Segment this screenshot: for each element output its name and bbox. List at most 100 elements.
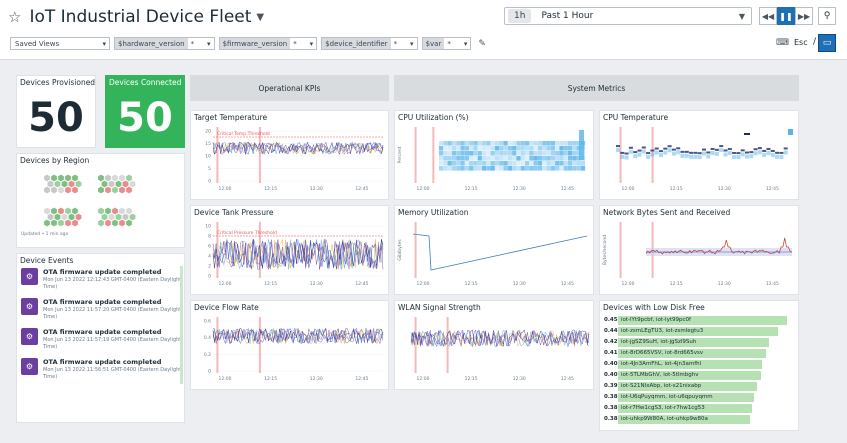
- disk-row[interactable]: 0.40 iot-4Jn3AmFhL, iot-4jn3amfhl: [604, 359, 762, 369]
- heatmap-cell: [490, 141, 495, 146]
- event-item[interactable]: ⚙ OTA firmware update completed Mon Jun …: [21, 358, 181, 388]
- region-hex: [54, 180, 61, 188]
- region-hex: [104, 174, 112, 182]
- low-disk-panel[interactable]: Devices with Low Disk Free 0.45 iot-lYt9p…: [599, 300, 799, 431]
- disk-row[interactable]: 0.38 iot-uhkp9W80A, iot-uhkp9w80a: [604, 414, 750, 424]
- chevron-down-icon[interactable]: ▼: [256, 11, 265, 23]
- dashboard-title[interactable]: IoT Industrial Device Fleet: [29, 7, 252, 27]
- heatmap-cell: [555, 156, 560, 161]
- wlan-signal-panel[interactable]: WLAN Signal Strength 12:00 12:15 12:30 12:4…: [394, 300, 594, 390]
- heatmap-cell: [473, 151, 478, 156]
- group-system-metrics[interactable]: System Metrics: [394, 75, 799, 101]
- heatmap-cell: [650, 152, 655, 157]
- heatmap-cell: [469, 141, 474, 146]
- heatmap-cell: [568, 151, 573, 156]
- heatmap-cell: [494, 146, 500, 151]
- heatmap-cell: [503, 161, 508, 166]
- region-hex: [64, 174, 72, 182]
- var-hardware-version[interactable]: $hardware_version * ▾: [114, 37, 215, 50]
- pause-button[interactable]: ❚❚: [777, 7, 795, 25]
- heatmap-cell: [719, 145, 724, 148]
- heatmap-cell: [572, 161, 577, 166]
- heatmap-cell: [676, 147, 681, 150]
- event-icon: ⚙: [21, 328, 38, 345]
- x-tick-label: 12:00: [417, 186, 430, 192]
- devices-provisioned-value: 50: [28, 94, 84, 141]
- heatmap-cell: [744, 133, 750, 135]
- x-tick-label: 12:00: [622, 281, 635, 287]
- flow-rate-panel[interactable]: Device Flow Rate 12:00 12:15 12:30 12:45 0.6…: [190, 300, 389, 390]
- pencil-icon[interactable]: ✎: [478, 38, 486, 49]
- group-operational-kpis[interactable]: Operational KPIs: [190, 75, 389, 101]
- heatmap-cell: [568, 161, 573, 166]
- heatmap-cell: [529, 141, 534, 146]
- heatmap-cell: [550, 146, 555, 151]
- heatmap-cell: [576, 141, 581, 146]
- heatmap-cell: [499, 146, 504, 151]
- tv-mode-button[interactable]: ▭: [818, 34, 836, 52]
- tank-pressure-panel[interactable]: Device Tank Pressure 12:00 12:15 12:30 12:4…: [190, 205, 389, 295]
- disk-row[interactable]: 0.41 iot-8rD665VSV, iot-8rd665vsv: [604, 348, 766, 358]
- disk-row[interactable]: 0.38 iot-r7Hw1cgS3, iot-r7hw1cg53: [604, 403, 752, 413]
- target-temperature-panel[interactable]: Target Temperature 12:00 12:15 12:30 12:45 2…: [190, 110, 389, 200]
- cpu-utilization-chart: 12:00 12:15 12:30 12:45 Percent: [397, 127, 586, 192]
- y-axis-label: Gibibytes: [397, 239, 403, 261]
- y-tick-label: 6: [208, 244, 211, 250]
- heatmap-cell: [620, 151, 625, 154]
- x-tick-label: 12:15: [264, 376, 277, 382]
- disk-row[interactable]: 0.39 iot-S21NIxAbp, iot-s21nixabp: [604, 381, 757, 391]
- devices-by-region-panel[interactable]: Devices by Region Updated • 1 min ago: [16, 153, 185, 248]
- forward-button[interactable]: ▶▶: [795, 7, 813, 25]
- event-item[interactable]: ⚙ OTA firmware update completed Mon Jun …: [21, 328, 181, 358]
- heatmap-cell: [659, 153, 663, 158]
- cpu-temperature-panel[interactable]: CPU Temperature 12:00 12:15 12:30 12:45: [599, 110, 799, 200]
- time-range-label: Past 1 Hour: [541, 11, 594, 21]
- var-var[interactable]: $var * ▾: [421, 37, 472, 50]
- event-item[interactable]: ⚙ OTA firmware update completed Mon Jun …: [21, 298, 181, 328]
- x-tick-label: 12:45: [561, 281, 574, 287]
- events-scrollbar[interactable]: [180, 266, 183, 384]
- cpu-utilization-panel[interactable]: CPU Utilization (%) 12:00 12:15 12:30 12:45…: [394, 110, 594, 200]
- heatmap-cell: [469, 161, 474, 166]
- heatmap-cell: [503, 146, 508, 151]
- star-icon[interactable]: ☆: [8, 8, 22, 26]
- search-button[interactable]: ⚲: [818, 7, 836, 25]
- heatmap-cell: [563, 166, 568, 171]
- memory-utilization-panel[interactable]: Memory Utilization 12:00 12:15 12:30 12:45 G…: [394, 205, 594, 295]
- heatmap-cell: [568, 166, 573, 171]
- heatmap-cell: [542, 161, 547, 166]
- var-firmware-version[interactable]: $firmware_version * ▾: [218, 37, 318, 50]
- heatmap-cell: [482, 151, 487, 156]
- rewind-button[interactable]: ◀◀: [759, 7, 777, 25]
- heatmap-cell: [537, 151, 543, 156]
- disk-row[interactable]: 0.40 iot-5TLMbGhV, iot-5tlmbghv: [604, 370, 761, 380]
- heatmap-cell: [490, 161, 495, 166]
- keyboard-icon[interactable]: ⌨: [776, 38, 789, 48]
- disk-bar: iot-8rD665VSV, iot-8rd665vsv: [618, 348, 766, 358]
- time-range-selector[interactable]: 1h Past 1 Hour ▼: [504, 7, 752, 25]
- device-events-panel[interactable]: Device Events ⚙ OTA firmware update comp…: [16, 253, 185, 423]
- heatmap-cell: [464, 141, 469, 146]
- saved-views-select[interactable]: Saved Views ▾: [10, 37, 110, 50]
- devices-connected-panel[interactable]: Devices Connected 50: [105, 75, 185, 148]
- wlan-signal-chart: 12:00 12:15 12:30 12:45: [410, 317, 590, 382]
- disk-row[interactable]: 0.42 iot-jgSZ9SuH, iot-jgSzl9Suh: [604, 337, 769, 347]
- heatmap-cell: [559, 161, 564, 166]
- esc-label[interactable]: Esc: [794, 38, 808, 47]
- heatmap-cell: [697, 155, 702, 160]
- disk-row[interactable]: 0.44 iot-zsmLEgTU3, iot-zsmlegtu3: [604, 326, 778, 336]
- var-device-identifier[interactable]: $device_identifier * ▾: [321, 37, 418, 50]
- x-tick-label: 12:00: [417, 281, 430, 287]
- heatmap-cell: [456, 146, 461, 151]
- heatmap-cell: [646, 152, 651, 155]
- series-line: [212, 141, 384, 155]
- event-item[interactable]: ⚙ OTA firmware update completed Mon Jun …: [21, 268, 181, 298]
- panel-title: Devices by Region: [20, 156, 90, 165]
- devices-provisioned-panel[interactable]: Devices Provisioned 50: [16, 75, 96, 148]
- disk-row[interactable]: 0.38 iot-U6qPuyqmm, iot-u6qpuyqmm: [604, 392, 754, 402]
- network-bytes-panel[interactable]: Network Bytes Sent and Received 12:00 12:…: [599, 205, 799, 295]
- heatmap-cell: [494, 161, 500, 166]
- heatmap-cell: [490, 146, 495, 151]
- heatmap-cell: [727, 150, 732, 155]
- disk-row[interactable]: 0.45 iot-lYt9pcbf, iot-lyt99pc0f: [604, 315, 787, 325]
